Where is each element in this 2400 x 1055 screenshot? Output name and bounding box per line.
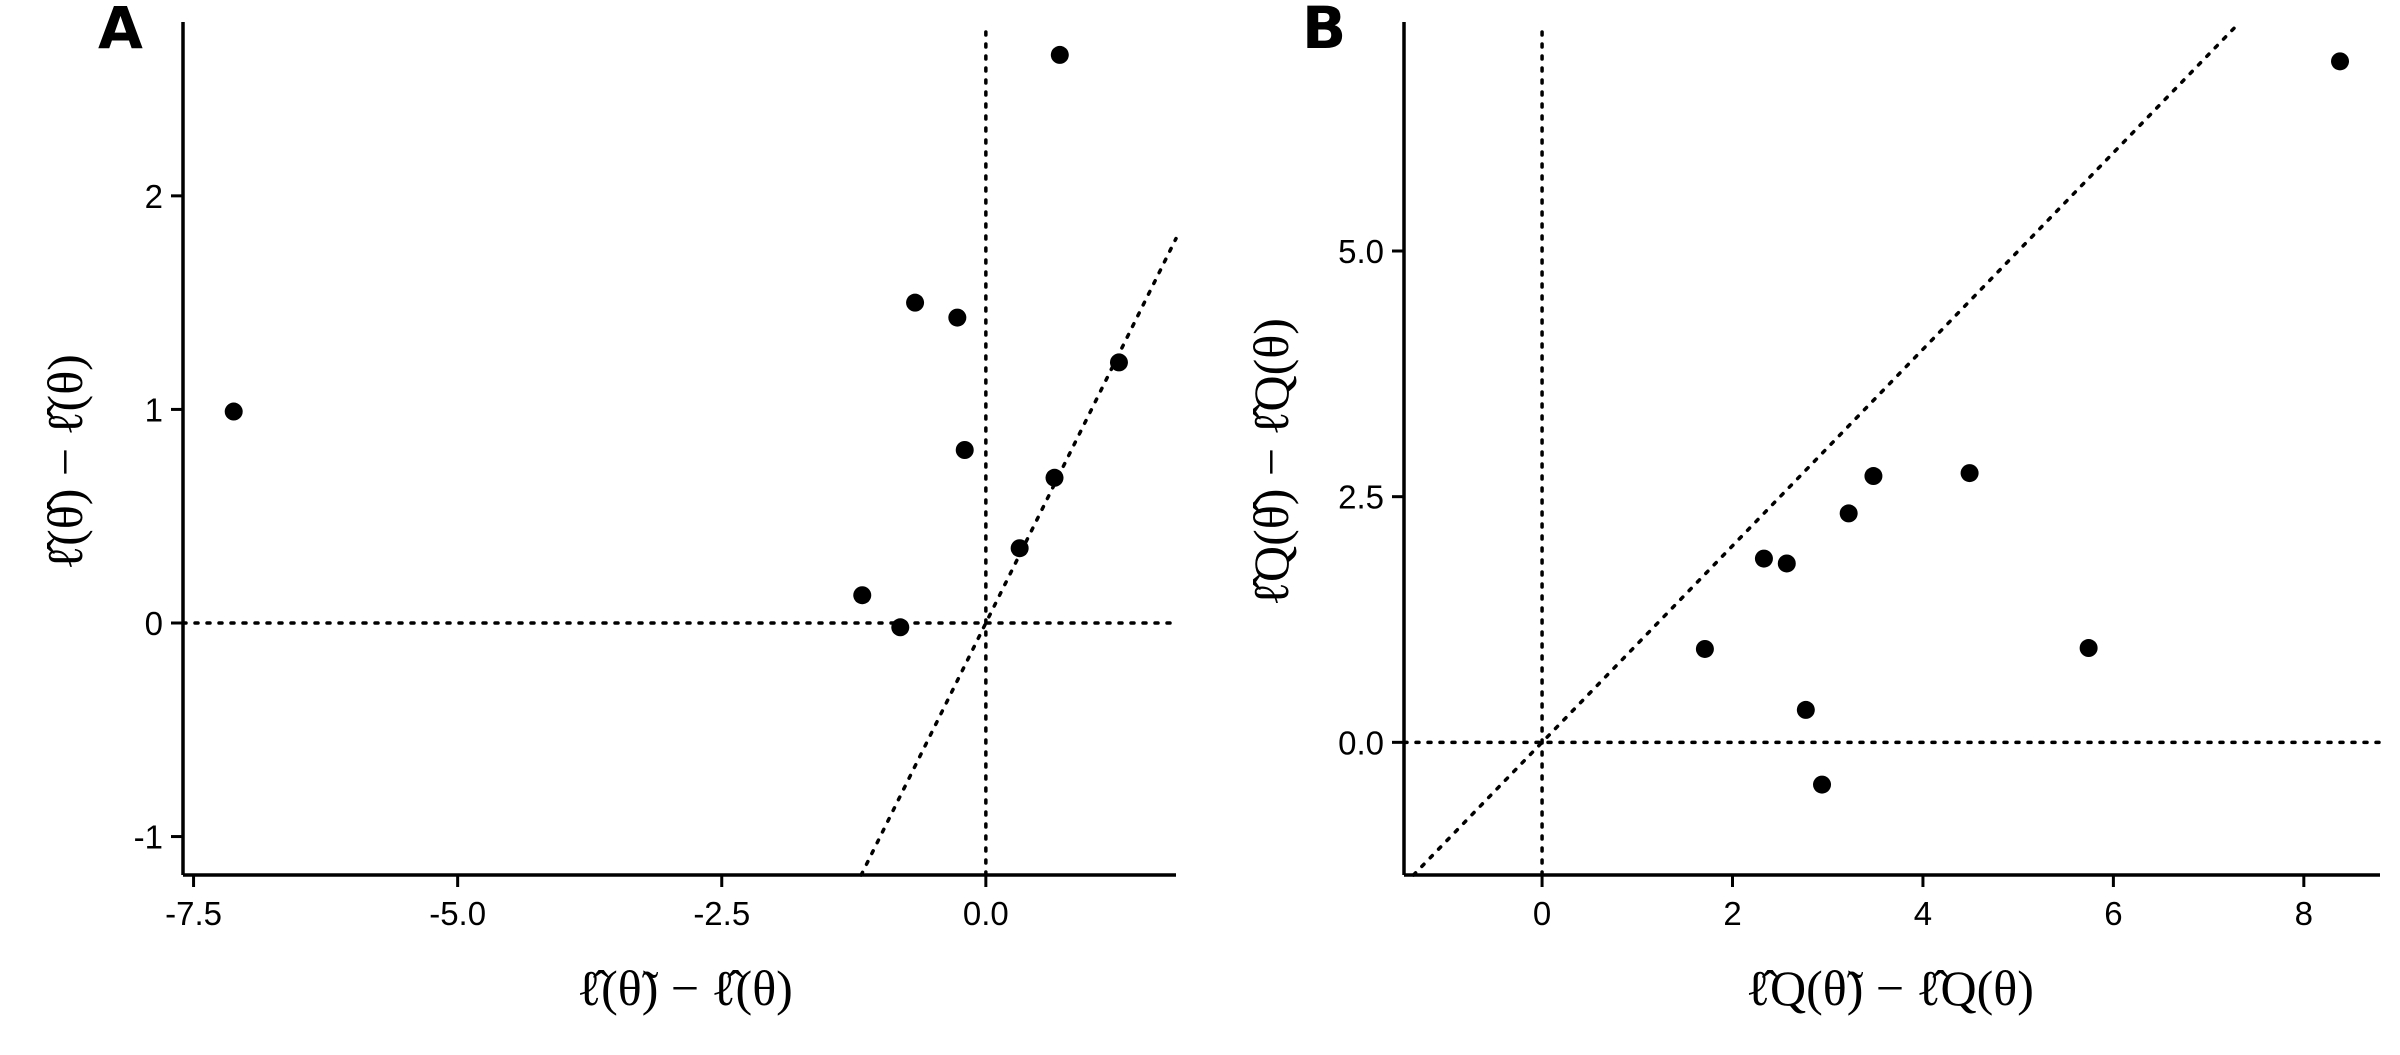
data-point-b bbox=[2331, 52, 2350, 71]
y-tick-label-a: 1 bbox=[145, 391, 163, 428]
data-point-a bbox=[891, 618, 910, 637]
data-point-b bbox=[1796, 700, 1815, 719]
data-point-b bbox=[1839, 504, 1858, 523]
y-axis-title-b: ℓ̂Q(θ̂) − ℓ̂Q(θ) bbox=[1243, 318, 1299, 606]
y-axis-title-a: ℓ̂(θ̂) − ℓ̂(θ) bbox=[37, 354, 93, 570]
panel-letter-b: B bbox=[1302, 0, 1346, 62]
x-tick-label-b: 6 bbox=[2104, 895, 2122, 932]
x-tick-label-a: -7.5 bbox=[165, 895, 222, 932]
panel-b: B 0 2 4 6 8 0.0 2.5 5.0 ℓ̂Q(θ̃) − ℓ̂Q(θ) ℓ̂Q(θ̂… bbox=[1243, 0, 2382, 1016]
x-tick-label-b: 4 bbox=[1914, 895, 1932, 932]
data-point-a bbox=[948, 308, 967, 327]
x-tick-label-b: 0 bbox=[1533, 895, 1551, 932]
data-point-a bbox=[224, 402, 243, 421]
x-tick-label-a: 0.0 bbox=[963, 895, 1009, 932]
data-point-b bbox=[1960, 464, 1979, 483]
y-tick-label-b: 2.5 bbox=[1338, 479, 1384, 516]
data-point-b bbox=[1864, 467, 1883, 486]
data-point-b bbox=[1813, 775, 1832, 794]
data-point-a bbox=[1010, 539, 1029, 558]
y-tick-label-a: -1 bbox=[134, 819, 163, 856]
data-point-a bbox=[853, 586, 872, 605]
data-point-b bbox=[2079, 639, 2098, 658]
x-tick-label-a: -5.0 bbox=[429, 895, 486, 932]
data-point-a bbox=[906, 293, 925, 312]
reference-line-abline-a bbox=[859, 236, 1178, 877]
y-tick-label-b: 5.0 bbox=[1338, 233, 1384, 270]
data-point-a bbox=[1109, 353, 1128, 372]
data-point-a bbox=[1045, 468, 1064, 487]
x-axis-title-b: ℓ̂Q(θ̃) − ℓ̂Q(θ) bbox=[1746, 960, 2034, 1016]
data-point-a bbox=[1050, 45, 1069, 64]
data-point-b bbox=[1777, 554, 1796, 573]
x-tick-label-b: 2 bbox=[1723, 895, 1741, 932]
panel-letter-a: A bbox=[98, 0, 143, 62]
reference-line-abline-b bbox=[1411, 23, 2239, 877]
x-tick-label-a: -2.5 bbox=[693, 895, 750, 932]
data-point-b bbox=[1695, 639, 1714, 658]
data-point-a bbox=[955, 441, 974, 459]
x-tick-label-b: 8 bbox=[2295, 895, 2313, 932]
panel-a: A -7.5 -5.0 -2.5 0.0 -1 0 1 2 ℓ̂(θ̃) − ℓ̂(θ) ℓ̂… bbox=[37, 0, 1178, 1016]
x-axis-title-a: ℓ̂(θ̃) − ℓ̂(θ) bbox=[577, 960, 793, 1016]
y-tick-label-a: 2 bbox=[145, 178, 163, 215]
y-tick-label-b: 0.0 bbox=[1338, 724, 1384, 761]
data-point-b bbox=[1754, 549, 1773, 568]
y-tick-label-a: 0 bbox=[145, 605, 163, 642]
